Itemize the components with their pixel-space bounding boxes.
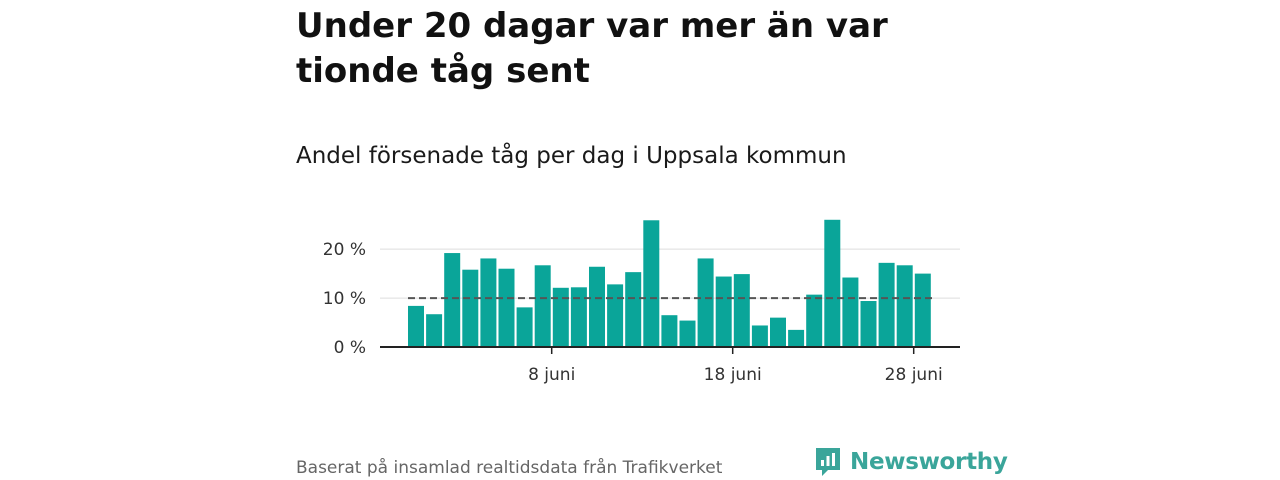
bar: [462, 269, 479, 347]
bar: [661, 315, 678, 347]
bar: [607, 284, 624, 347]
bar: [516, 307, 533, 347]
bar: [788, 329, 805, 347]
axes: 0 % 10 % 20 % 8 juni 18 juni 28 juni: [323, 240, 960, 385]
newsworthy-logo: Newsworthy: [814, 446, 1008, 478]
bar: [625, 272, 642, 347]
bar: [480, 258, 497, 347]
chart-subtitle: Andel försenade tåg per dag i Uppsala ko…: [296, 143, 847, 169]
bar: [878, 262, 895, 347]
y-tick-label: 0 %: [334, 338, 366, 358]
newsworthy-logo-icon: [816, 448, 840, 476]
bar: [426, 314, 443, 347]
bar: [408, 305, 424, 347]
bar: [643, 220, 660, 347]
bar: [570, 287, 587, 347]
bar: [552, 287, 569, 347]
bar: [733, 274, 750, 347]
y-tick-label: 10 %: [323, 289, 366, 309]
chart-title: Under 20 dagar var mer än var tionde tåg…: [296, 6, 888, 91]
bar: [896, 265, 913, 347]
bar: [914, 273, 931, 347]
bar: [498, 268, 515, 347]
bar: [751, 325, 768, 347]
newsworthy-logo-text: Newsworthy: [850, 449, 1008, 475]
bar: [697, 258, 714, 347]
bar: [842, 277, 859, 347]
bar: [589, 266, 605, 347]
bar: [770, 317, 786, 347]
x-tick-label: 18 juni: [704, 365, 762, 385]
bars: [408, 219, 931, 347]
bar: [444, 253, 461, 347]
x-tick-label: 28 juni: [885, 365, 943, 385]
bar: [824, 219, 841, 347]
bar: [715, 276, 732, 347]
source-note: Baserat på insamlad realtidsdata från Tr…: [296, 458, 723, 478]
bar: [860, 301, 877, 347]
x-tick-label: 8 juni: [528, 365, 575, 385]
bar: [534, 265, 551, 347]
y-tick-label: 20 %: [323, 240, 366, 260]
bar: [679, 320, 696, 347]
bar: [806, 294, 823, 347]
